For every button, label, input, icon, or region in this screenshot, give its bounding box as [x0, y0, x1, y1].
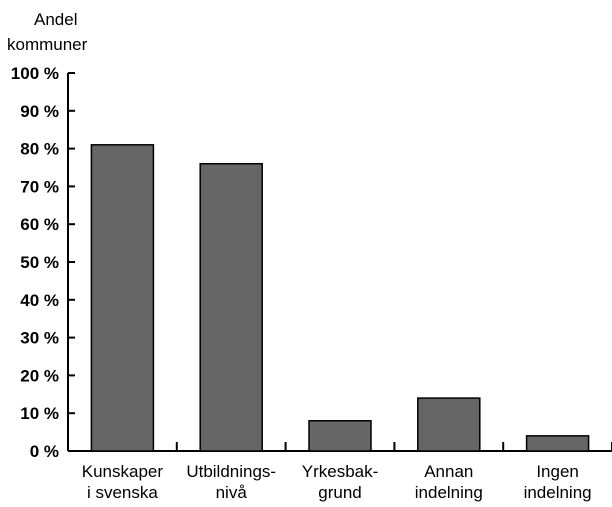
y-tick-label: 10 % — [20, 404, 59, 423]
x-tick-label: Annan — [424, 462, 473, 481]
x-tick-label: indelning — [415, 483, 483, 502]
x-tick-label: nivå — [216, 483, 248, 502]
y-tick-label: 30 % — [20, 329, 59, 348]
y-tick-label: 60 % — [20, 215, 59, 234]
y-tick-label: 100 % — [11, 64, 59, 83]
y-axis-label-line-1: Andel — [34, 10, 78, 29]
x-tick-label: Kunskaper — [82, 462, 164, 481]
y-tick-label: 70 % — [20, 177, 59, 196]
x-tick-label: grund — [318, 483, 361, 502]
y-axis-label-line-2: kommuner — [7, 35, 88, 54]
bar — [90, 144, 155, 452]
y-tick-label: 20 % — [20, 366, 59, 385]
y-tick-label: 0 % — [30, 442, 59, 461]
x-tick-label: indelning — [524, 483, 592, 502]
bar — [525, 435, 590, 452]
x-tick-label: Utbildnings- — [186, 462, 276, 481]
bar — [417, 397, 481, 452]
y-tick-label: 90 % — [20, 102, 59, 121]
x-tick-label: Yrkesbak- — [302, 462, 379, 481]
bar — [199, 162, 263, 452]
bar — [308, 420, 372, 452]
x-tick-label: i svenska — [87, 483, 158, 502]
y-tick-label: 80 % — [20, 140, 59, 159]
x-tick-label: Ingen — [536, 462, 579, 481]
y-tick-label: 50 % — [20, 253, 59, 272]
y-tick-label: 40 % — [20, 291, 59, 310]
